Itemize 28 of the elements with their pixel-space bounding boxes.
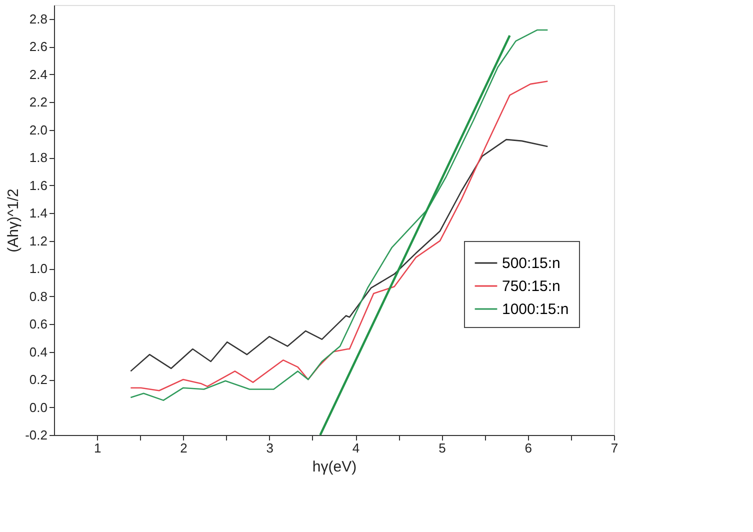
y-tick-label: 1.4 xyxy=(29,206,48,221)
x-tick-label: 7 xyxy=(610,440,618,456)
y-tick-label: 0.2 xyxy=(29,372,48,388)
legend-label: 750:15:n xyxy=(502,278,560,295)
y-tick-label: 0.4 xyxy=(29,344,48,360)
y-tick-label: 2.2 xyxy=(29,94,48,110)
y-tick-label: 0.8 xyxy=(29,288,48,304)
y-tick-label: 0.6 xyxy=(29,316,48,332)
y-tick-label: 1.8 xyxy=(29,150,48,166)
x-tick-label: 1 xyxy=(94,440,102,456)
y-tick-label: 1.0 xyxy=(29,261,48,276)
x-tick-label: 6 xyxy=(524,440,532,456)
x-tick-label: 2 xyxy=(180,440,188,456)
x-tick-label: 4 xyxy=(352,440,360,456)
x-tick-label: 3 xyxy=(266,440,274,456)
y-tick-label: 2.0 xyxy=(29,122,48,138)
legend-label: 500:15:n xyxy=(502,255,560,272)
legend-label: 1000:15:n xyxy=(502,301,569,318)
y-tick-label: 2.6 xyxy=(29,39,48,54)
y-tick-label: 2.8 xyxy=(29,11,48,26)
y-tick-label: 0.0 xyxy=(29,400,48,415)
x-tick-label: 5 xyxy=(438,440,446,456)
y-tick-label: 1.2 xyxy=(29,233,48,248)
y-tick-label: 2.4 xyxy=(29,66,48,82)
y-axis-title: (Ahγ)^1/2 xyxy=(5,188,22,252)
y-tick-label: 1.6 xyxy=(29,178,48,193)
y-tick-label: -0.2 xyxy=(25,428,48,442)
x-axis-title: hγ(eV) xyxy=(312,458,357,476)
